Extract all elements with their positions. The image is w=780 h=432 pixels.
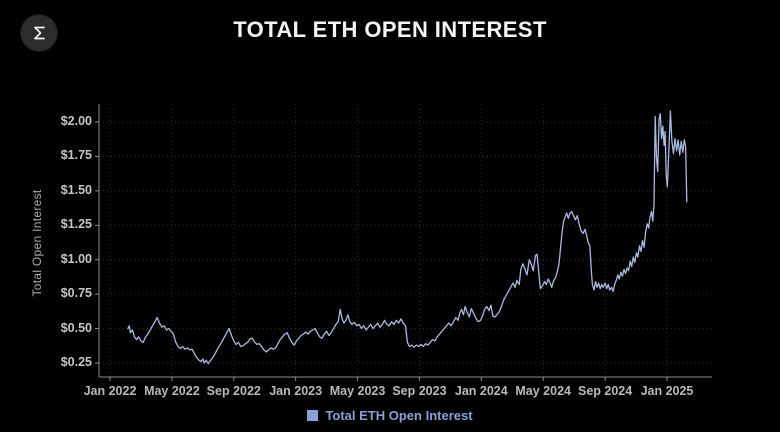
sigma-logo-icon [29,23,49,43]
page-title: TOTAL ETH OPEN INTEREST [233,17,547,42]
y-tick-label: $1.50 [60,182,92,197]
app-logo-button[interactable] [21,15,57,51]
y-tick-label: $1.75 [60,148,92,163]
x-tick-label: May 2022 [144,384,200,398]
x-tick-label: Sep 2023 [392,384,447,398]
x-tick-label: May 2023 [329,384,386,398]
y-tick-label: $0.25 [60,355,92,369]
y-tick-label: $0.75 [60,286,92,301]
y-tick-label: $1.00 [60,251,92,266]
legend-label: Total ETH Open Interest [325,408,473,423]
legend-swatch [307,410,319,421]
x-tick-label: Jan 2022 [83,384,137,398]
chart-legend: Total ETH Open Interest [0,408,780,423]
oi-line-series [127,110,688,365]
x-tick-label: Jan 2025 [640,384,694,398]
y-tick-label: $2.00 [60,114,92,128]
x-tick-label: Jan 2023 [269,384,323,398]
x-tick-label: Sep 2024 [577,384,633,398]
x-tick-label: May 2024 [515,384,571,398]
x-tick-label: Sep 2022 [206,384,261,398]
y-tick-label: $0.50 [60,320,92,335]
x-tick-label: Jan 2024 [454,384,508,398]
y-tick-label: $1.25 [60,217,92,232]
